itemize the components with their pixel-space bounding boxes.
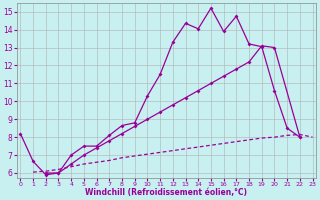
X-axis label: Windchill (Refroidissement éolien,°C): Windchill (Refroidissement éolien,°C) (85, 188, 247, 197)
